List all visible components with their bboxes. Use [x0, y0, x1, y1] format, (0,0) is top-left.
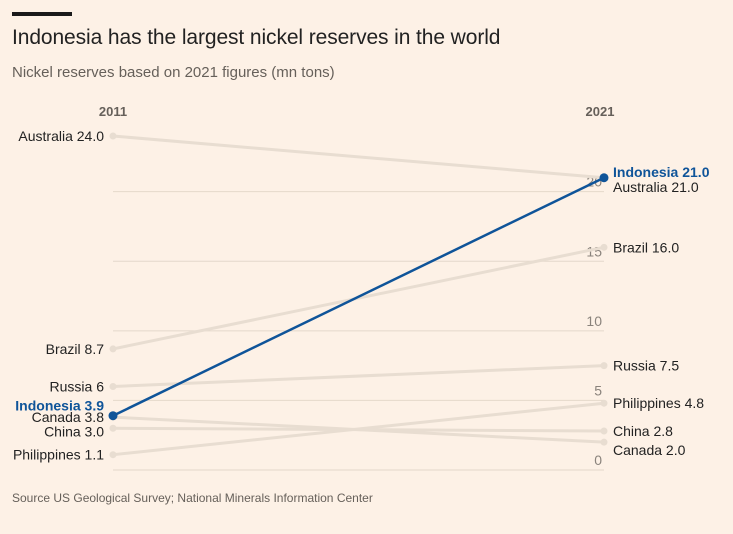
label-start-canada: Canada 3.8	[32, 409, 105, 425]
series-labels: Australia 24.0 Australia 21.0 Brazil 8.7 Br…	[13, 128, 710, 463]
year-header-end: 2021	[586, 104, 615, 119]
chart-title: Indonesia has the largest nickel reserve…	[12, 26, 501, 49]
y-tick-5: 5	[594, 382, 602, 398]
series-line-brazil	[111, 245, 606, 351]
point-end-russia	[600, 362, 608, 370]
brand-top-bar	[12, 12, 72, 16]
source-note: Source US Geological Survey; National Mi…	[12, 491, 373, 505]
label-end-indonesia: Indonesia 21.0	[613, 164, 710, 180]
series-line-russia	[111, 364, 606, 388]
label-start-philippines: Philippines 1.1	[13, 447, 104, 463]
y-tick-0: 0	[594, 452, 602, 468]
point-start-philippines	[109, 451, 117, 459]
point-end-china	[600, 427, 608, 435]
series-line-indonesia	[111, 176, 606, 417]
highlight-series	[108, 173, 609, 421]
label-start-indonesia: Indonesia 3.9	[15, 398, 104, 414]
point-start-indonesia	[108, 411, 118, 421]
point-start-china	[109, 424, 117, 432]
label-end-china: China 2.8	[613, 423, 673, 439]
point-start-russia	[109, 383, 117, 390]
grid-lines: 05101520	[113, 174, 604, 471]
y-tick-10: 10	[586, 313, 602, 329]
point-start-australia	[109, 132, 117, 140]
label-end-brazil: Brazil 16.0	[613, 239, 679, 255]
point-end-canada	[600, 438, 608, 446]
label-start-australia: Australia 24.0	[18, 128, 104, 144]
label-end-philippines: Philippines 4.8	[613, 395, 704, 411]
label-end-russia: Russia 7.5	[613, 358, 679, 374]
label-start-china: China 3.0	[44, 423, 104, 439]
year-headers: 2011 2021	[99, 104, 615, 119]
point-end-philippines	[600, 399, 608, 407]
label-start-brazil: Brazil 8.7	[46, 341, 105, 357]
label-start-russia: Russia 6	[50, 379, 105, 395]
chart-subtitle: Nickel reserves based on 2021 figures (m…	[12, 64, 335, 81]
label-end-australia: Australia 21.0	[613, 179, 699, 195]
label-end-canada: Canada 2.0	[613, 442, 686, 458]
point-start-brazil	[109, 345, 117, 353]
year-header-start: 2011	[99, 104, 127, 119]
muted-series	[109, 132, 608, 459]
point-end-brazil	[600, 243, 608, 251]
point-end-indonesia	[599, 173, 609, 183]
series-line-australia	[111, 134, 606, 180]
series-line-philippines	[111, 401, 606, 457]
